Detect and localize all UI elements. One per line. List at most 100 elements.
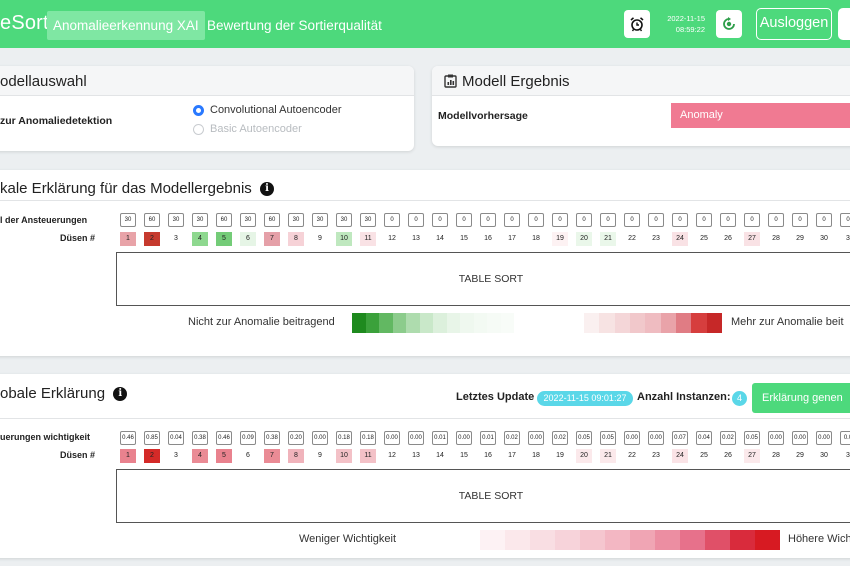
nozzle-cell: 30 xyxy=(816,449,832,463)
importance-value-cell: 0.46 xyxy=(216,431,232,445)
radio-basic-autoencoder[interactable]: Basic Autoencoder xyxy=(193,123,302,135)
model-selection-title: odellauswahl xyxy=(0,73,87,90)
nozzle-cell: 25 xyxy=(696,449,712,463)
scale-swatch xyxy=(379,313,393,333)
nozzle-cell: 5 xyxy=(216,232,232,246)
importance-value-cell: 0.0 xyxy=(840,431,850,445)
scale-swatch xyxy=(505,530,530,550)
importance-value-cell: 0.02 xyxy=(552,431,568,445)
scale-swatch xyxy=(460,313,474,333)
scale-swatch xyxy=(487,313,501,333)
nozzle-cell: 6 xyxy=(240,449,256,463)
importance-value-cell: 0.18 xyxy=(336,431,352,445)
scale-swatch xyxy=(629,313,646,333)
nozzle-cell: 4 xyxy=(192,232,208,246)
prediction-label: Modellvorhersage xyxy=(438,110,528,122)
model-selection-card: odellauswahl zur Anomaliedetektion Convo… xyxy=(0,66,414,151)
activation-value-cell: 0 xyxy=(600,213,616,227)
instances-badge: 4 xyxy=(732,391,747,406)
scale-swatch xyxy=(680,530,705,550)
nozzle-cell: 8 xyxy=(288,232,304,246)
activation-value-cell: 0 xyxy=(792,213,808,227)
nav-tab-anomaly-xai[interactable]: Anomalieerkennung XAI xyxy=(47,11,205,40)
nozzle-cell: 10 xyxy=(336,449,352,463)
activation-value-cell: 0 xyxy=(672,213,688,227)
legend-green-scale xyxy=(352,313,514,333)
importance-value-cell: 0.00 xyxy=(624,431,640,445)
scale-swatch xyxy=(365,313,379,333)
server-datetime: 2022-11-15 08:59:22 xyxy=(655,13,705,35)
nozzle-number-label: Düsen # xyxy=(60,233,96,243)
radio-unselected-indicator xyxy=(193,123,204,135)
info-icon[interactable]: i xyxy=(113,387,128,402)
user-menu-button[interactable] xyxy=(838,8,850,40)
refresh-button[interactable] xyxy=(716,10,742,38)
refresh-icon xyxy=(723,17,735,30)
scale-swatch xyxy=(675,313,692,333)
nozzle-cell: 23 xyxy=(648,232,664,246)
nozzle-cell: 12 xyxy=(384,449,400,463)
alarm-clock-button[interactable] xyxy=(624,10,650,38)
nav-tab-sort-quality[interactable]: Bewertung der Sortierqualität xyxy=(207,18,382,33)
last-update-label: Letztes Update xyxy=(456,391,535,403)
importance-value-cell: 0.85 xyxy=(144,431,160,445)
card-header: Modell Ergebnis xyxy=(432,66,850,96)
radio-label: Basic Autoencoder xyxy=(210,123,302,135)
legend-left-label: Weniger Wichtigkeit xyxy=(299,533,396,545)
activation-value-cell: 30 xyxy=(312,213,328,227)
activation-value-cell: 0 xyxy=(624,213,640,227)
scale-swatch xyxy=(691,313,707,333)
info-icon[interactable]: i xyxy=(259,182,274,197)
nozzle-number-label: Düsen # xyxy=(60,450,96,460)
scale-swatch xyxy=(599,313,615,333)
nozzle-cell: 28 xyxy=(768,232,784,246)
nozzle-cell: 14 xyxy=(432,232,448,246)
global-explanation-card xyxy=(0,374,850,558)
activation-value-cell: 0 xyxy=(480,213,496,227)
prediction-value: Anomaly xyxy=(671,103,850,128)
importance-label: uerungen wichtigkeit xyxy=(0,432,91,442)
scale-swatch xyxy=(352,313,366,333)
generate-explanation-button[interactable]: Erklärung genen xyxy=(752,383,850,413)
scale-swatch xyxy=(419,313,433,333)
activation-value-cell: 0 xyxy=(696,213,712,227)
table-sort-visualization: TABLE SORT xyxy=(116,252,850,306)
nozzle-cell: 10 xyxy=(336,232,352,246)
nozzle-cell: 26 xyxy=(720,449,736,463)
brand-logo[interactable]: eSort xyxy=(0,12,49,34)
activation-value-cell: 60 xyxy=(216,213,232,227)
importance-value-cell: 0.00 xyxy=(792,431,808,445)
importance-value-cell: 0.02 xyxy=(504,431,520,445)
instances-label: Anzahl Instanzen: xyxy=(637,391,731,403)
activation-value-cell: 30 xyxy=(192,213,208,227)
nozzle-cell: 29 xyxy=(792,232,808,246)
importance-value-cell: 0.46 xyxy=(120,431,136,445)
activation-value-cell: 0 xyxy=(768,213,784,227)
importance-value-cell: 0.18 xyxy=(360,431,376,445)
local-explanation-title: kale Erklärung für das Modellergebnis xyxy=(0,180,252,197)
importance-value-cell: 0.05 xyxy=(600,431,616,445)
logout-button[interactable]: Ausloggen xyxy=(756,8,832,40)
scale-swatch xyxy=(655,530,680,550)
radio-convolutional-autoencoder[interactable]: Convolutional Autoencoder xyxy=(193,104,341,116)
anomaly-detection-label: zur Anomaliedetektion xyxy=(0,115,113,127)
nozzle-cell: 25 xyxy=(696,232,712,246)
legend-right-label: Mehr zur Anomalie beit xyxy=(731,316,844,328)
nozzle-cell: 13 xyxy=(408,449,424,463)
nozzle-cell: 3 xyxy=(168,449,184,463)
nozzle-cell: 15 xyxy=(456,232,472,246)
nozzle-cell: 16 xyxy=(480,449,496,463)
activation-value-cell: 0 xyxy=(384,213,400,227)
nozzle-cell: 4 xyxy=(192,449,208,463)
importance-value-cell: 0.38 xyxy=(264,431,280,445)
nozzle-cell: 7 xyxy=(264,232,280,246)
activation-value-cell: 0 xyxy=(504,213,520,227)
radio-selected-indicator xyxy=(193,104,204,116)
nozzle-cell: 3 xyxy=(840,232,850,246)
legend-right-label: Höhere Wich xyxy=(788,533,850,545)
scale-swatch xyxy=(645,313,661,333)
scale-swatch xyxy=(406,313,420,333)
server-time: 08:59:22 xyxy=(675,25,705,34)
nozzle-cell: 17 xyxy=(504,449,520,463)
activation-count-label: l der Ansteuerungen xyxy=(0,215,88,225)
